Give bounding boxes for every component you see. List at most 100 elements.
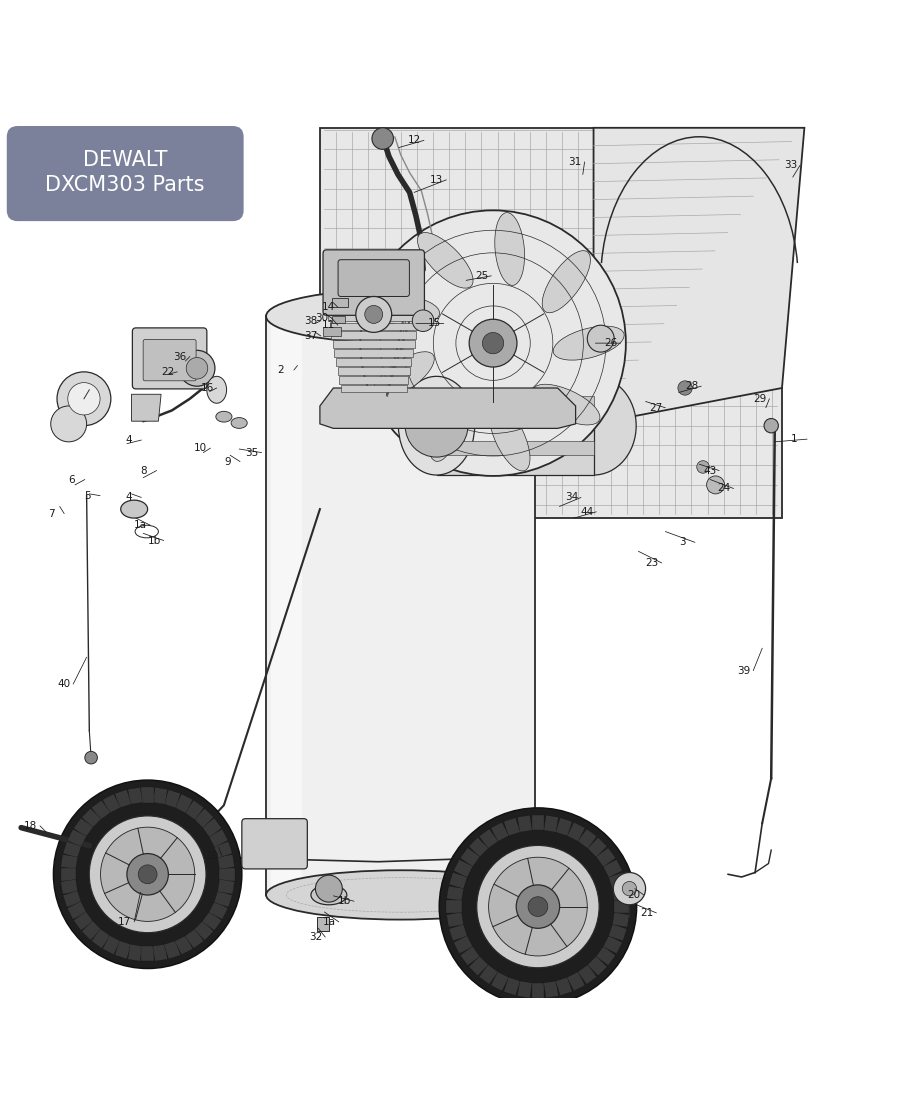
Text: 43: 43 xyxy=(703,466,716,476)
Polygon shape xyxy=(608,924,627,941)
Text: 37: 37 xyxy=(304,331,318,341)
Circle shape xyxy=(622,881,636,896)
Ellipse shape xyxy=(533,385,600,425)
Text: 15: 15 xyxy=(428,319,441,329)
Polygon shape xyxy=(115,789,131,808)
Text: 19: 19 xyxy=(206,852,220,862)
Polygon shape xyxy=(594,127,805,424)
Text: 18: 18 xyxy=(23,821,37,831)
Polygon shape xyxy=(214,890,232,907)
Polygon shape xyxy=(175,935,193,955)
Polygon shape xyxy=(460,847,480,867)
Polygon shape xyxy=(74,818,94,837)
Polygon shape xyxy=(202,818,221,837)
Ellipse shape xyxy=(551,376,636,475)
Polygon shape xyxy=(329,322,418,330)
Polygon shape xyxy=(103,793,121,813)
Polygon shape xyxy=(153,944,167,962)
FancyBboxPatch shape xyxy=(338,259,410,297)
Circle shape xyxy=(697,460,709,474)
Polygon shape xyxy=(82,921,102,941)
Text: 7: 7 xyxy=(48,509,55,519)
Polygon shape xyxy=(103,935,121,955)
Polygon shape xyxy=(194,921,213,941)
Text: 29: 29 xyxy=(753,393,767,403)
Polygon shape xyxy=(68,829,86,847)
Ellipse shape xyxy=(231,418,248,429)
Text: 40: 40 xyxy=(57,679,70,689)
Text: 10: 10 xyxy=(194,443,207,453)
FancyBboxPatch shape xyxy=(7,126,244,221)
Ellipse shape xyxy=(121,500,148,518)
Polygon shape xyxy=(518,815,532,832)
Circle shape xyxy=(517,885,560,929)
Polygon shape xyxy=(220,868,235,880)
Polygon shape xyxy=(532,815,544,831)
Polygon shape xyxy=(446,900,462,913)
Polygon shape xyxy=(532,983,544,998)
Text: 12: 12 xyxy=(408,135,421,145)
Polygon shape xyxy=(320,388,576,429)
Text: 3: 3 xyxy=(679,537,686,547)
Circle shape xyxy=(706,476,724,493)
Polygon shape xyxy=(339,376,409,384)
Polygon shape xyxy=(153,787,167,804)
Text: 4: 4 xyxy=(125,492,131,502)
Polygon shape xyxy=(491,822,508,842)
Ellipse shape xyxy=(266,289,536,343)
Text: 39: 39 xyxy=(737,666,751,676)
Polygon shape xyxy=(115,941,131,959)
Polygon shape xyxy=(596,847,616,867)
Polygon shape xyxy=(74,911,94,931)
Polygon shape xyxy=(92,929,111,948)
Circle shape xyxy=(85,752,97,764)
Polygon shape xyxy=(60,855,77,869)
Ellipse shape xyxy=(495,212,525,286)
Ellipse shape xyxy=(418,233,473,288)
Text: 20: 20 xyxy=(627,890,641,900)
Text: 13: 13 xyxy=(430,175,444,185)
Polygon shape xyxy=(518,981,532,998)
Polygon shape xyxy=(184,929,204,948)
Circle shape xyxy=(315,875,342,902)
Circle shape xyxy=(412,310,434,332)
Ellipse shape xyxy=(428,390,463,462)
Polygon shape xyxy=(436,376,594,475)
Polygon shape xyxy=(596,946,616,965)
Text: 1b: 1b xyxy=(338,896,351,907)
Polygon shape xyxy=(271,325,302,886)
Bar xyxy=(317,918,328,931)
Bar xyxy=(322,328,340,336)
Text: DEWALT
DXCM303 Parts: DEWALT DXCM303 Parts xyxy=(46,151,205,195)
Circle shape xyxy=(764,419,778,433)
Circle shape xyxy=(68,382,100,415)
Circle shape xyxy=(364,306,382,323)
Circle shape xyxy=(469,319,517,367)
Polygon shape xyxy=(184,800,204,820)
Polygon shape xyxy=(131,395,161,421)
Bar xyxy=(331,298,347,308)
Polygon shape xyxy=(141,787,154,802)
Circle shape xyxy=(186,357,208,379)
Polygon shape xyxy=(338,367,410,375)
Text: 26: 26 xyxy=(604,338,617,348)
Text: 17: 17 xyxy=(118,917,131,926)
Text: 2: 2 xyxy=(278,365,284,375)
Polygon shape xyxy=(504,977,520,996)
Circle shape xyxy=(179,351,215,386)
Polygon shape xyxy=(603,935,622,954)
Polygon shape xyxy=(608,873,627,889)
Polygon shape xyxy=(469,837,489,857)
Text: 4: 4 xyxy=(125,435,131,445)
Polygon shape xyxy=(164,789,181,808)
Text: 22: 22 xyxy=(161,367,175,377)
Circle shape xyxy=(101,828,194,921)
Text: 33: 33 xyxy=(784,160,797,170)
Polygon shape xyxy=(341,386,407,392)
Polygon shape xyxy=(202,911,221,931)
Polygon shape xyxy=(504,818,520,836)
Ellipse shape xyxy=(367,296,439,325)
Ellipse shape xyxy=(349,306,452,326)
Text: 21: 21 xyxy=(640,908,653,918)
Polygon shape xyxy=(578,829,597,848)
